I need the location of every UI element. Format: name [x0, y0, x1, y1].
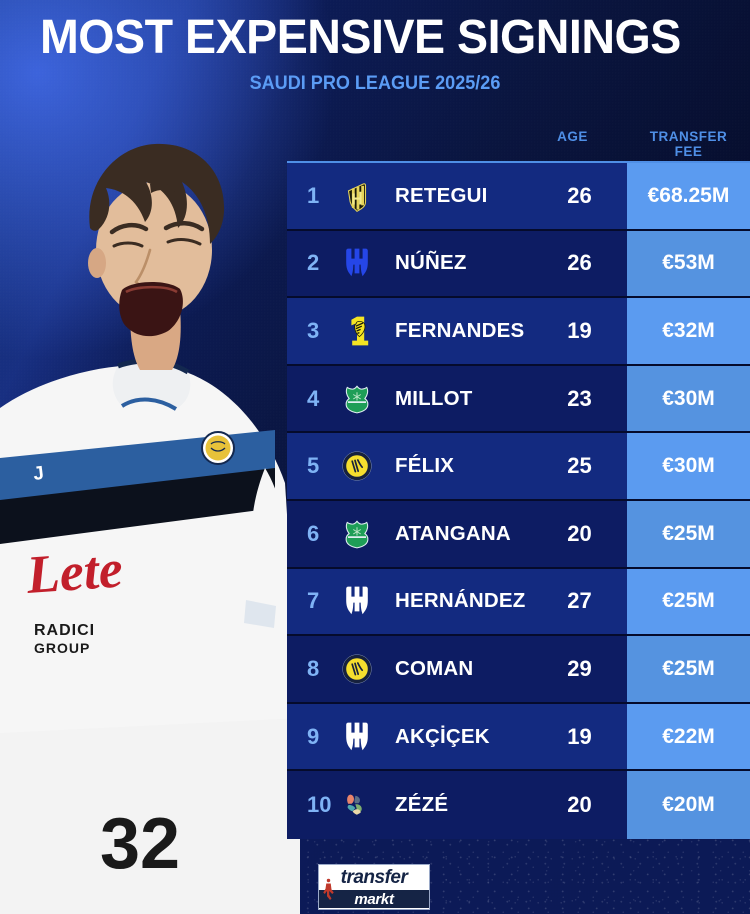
svg-text:GROUP: GROUP	[34, 640, 90, 656]
svg-text:RADICI: RADICI	[34, 622, 95, 639]
svg-text:Lete: Lete	[24, 538, 125, 605]
svg-text:32: 32	[100, 804, 180, 884]
